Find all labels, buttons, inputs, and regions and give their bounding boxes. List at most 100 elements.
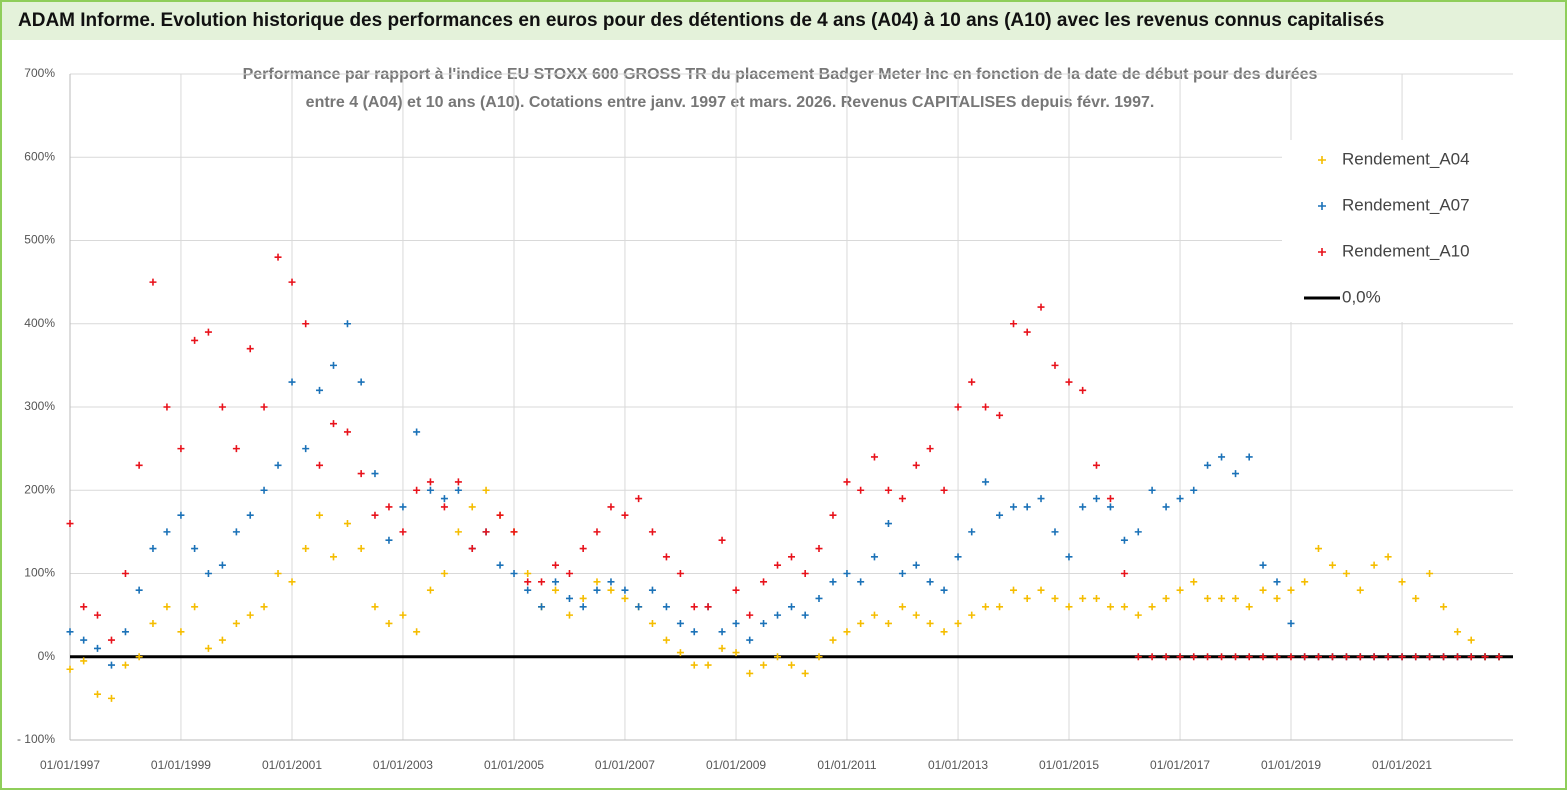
point [774,653,782,661]
point [774,611,782,619]
point [1426,653,1434,661]
point [385,619,393,627]
point [857,486,865,494]
point [1232,594,1240,602]
point [524,586,532,594]
point [329,420,337,428]
point [191,336,199,344]
point [1106,495,1114,503]
legend-label: Rendement_A10 [1342,241,1470,260]
point [829,636,837,644]
point [676,570,684,577]
point [1287,619,1295,627]
point [1273,578,1281,586]
point [218,636,226,644]
point [524,570,532,577]
point [884,520,892,528]
point [829,578,837,586]
point [316,461,324,469]
y-tick-label: - 100% [17,732,55,746]
point [774,561,782,569]
point [1176,586,1184,594]
point [1440,653,1448,661]
point [968,378,976,386]
point [801,570,809,577]
point [121,570,129,577]
point [357,470,365,478]
point [357,545,365,553]
legend-box [1282,140,1520,322]
point [66,665,74,673]
point [94,690,102,698]
point [635,495,643,503]
point [232,445,240,453]
point [1162,503,1170,511]
point [274,253,282,261]
point [593,578,601,586]
point [621,511,629,519]
point [579,594,587,602]
point [288,378,296,386]
point [982,478,990,486]
point [912,611,920,619]
x-tick-label: 01/01/2011 [817,758,876,772]
point [1190,578,1198,586]
point [94,611,102,619]
point [1204,594,1212,602]
point [135,461,143,469]
point [482,486,490,494]
point [177,628,185,636]
point [274,570,282,577]
point [232,528,240,536]
legend-label: Rendement_A04 [1342,149,1470,168]
point [177,445,185,453]
point [1328,653,1336,661]
point [1467,653,1475,661]
point [218,561,226,569]
legend-marker [1318,202,1326,210]
x-tick-label: 01/01/2007 [595,758,655,772]
point [1481,653,1489,661]
point [1370,561,1378,569]
point [579,603,587,611]
point [66,520,74,528]
point [1287,586,1295,594]
point [1356,586,1364,594]
x-tick-label: 01/01/2009 [706,758,766,772]
point [163,603,171,611]
point [1176,653,1184,661]
point [1412,594,1420,602]
point [1106,503,1114,511]
point [371,470,379,478]
point [1148,603,1156,611]
point [1218,453,1226,461]
point [690,603,698,611]
point [1190,486,1198,494]
point [149,619,157,627]
x-tick-label: 01/01/2013 [928,758,988,772]
point [968,528,976,536]
point [1148,486,1156,494]
point [801,669,809,677]
point [413,428,421,436]
point [732,649,740,657]
point [746,636,754,644]
point [149,545,157,553]
point [1162,653,1170,661]
point [857,578,865,586]
point [454,528,462,536]
point [648,528,656,536]
point [371,511,379,519]
point [1092,495,1100,503]
point [843,478,851,486]
point [1092,461,1100,469]
point [1273,594,1281,602]
point [204,328,212,336]
y-tick-label: 700% [24,66,55,80]
point [579,545,587,553]
x-tick-label: 01/01/2015 [1039,758,1099,772]
point [413,628,421,636]
point [80,657,88,665]
point [482,528,490,536]
point [260,486,268,494]
